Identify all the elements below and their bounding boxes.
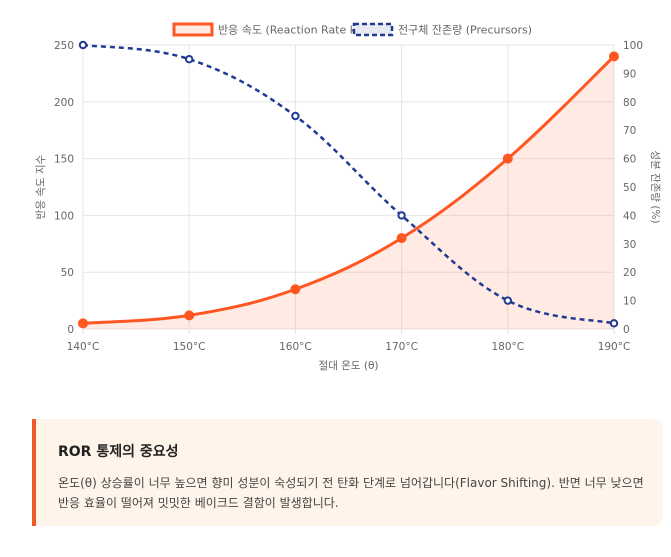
y-right-tick-label: 30 [623,239,636,251]
reaction-rate-area [83,56,614,330]
y-left-tick-label: 50 [61,267,74,279]
y-left-tick-label: 100 [54,210,74,222]
precursor-point [503,296,512,305]
reaction-rate-point [290,284,301,295]
legend-label: 전구체 잔존량 (Precursors) [398,24,532,37]
ror-callout-card: ROR 통제의 중요성 온도(θ) 상승률이 너무 높으면 향미 성분이 숙성되… [32,419,663,526]
precursor-line [82,43,615,325]
y-right-tick-label: 40 [623,210,636,222]
y-left-tick-label: 250 [54,40,74,52]
reaction-rate-point [396,233,407,244]
y-left-tick-label: 150 [54,154,74,166]
x-tick-label: 140°C [67,341,100,353]
callout-body: 온도(θ) 상승률이 너무 높으면 향미 성분이 숙성되기 전 탄화 단계로 넘… [58,476,644,510]
chart-legend: 반응 속도 (Reaction Rate k) 전구체 잔존량 (Precurso… [172,22,532,37]
y-right-tick-label: 0 [623,324,630,336]
y-right-tick-label: 80 [623,97,636,109]
y-left-axis-title: 반응 속도 지수 [35,154,47,219]
y-right-tick-label: 10 [623,296,636,308]
y-right-tick-label: 60 [623,154,636,166]
x-tick-label: 170°C [385,341,418,353]
precursor-point [78,40,88,50]
series-area-fill [83,56,614,330]
x-tick-label: 180°C [491,341,524,353]
y-left-tick-label: 0 [67,324,74,336]
x-tick-label: 160°C [279,341,312,353]
chart-points [78,40,619,329]
reaction-rate-point [78,318,88,329]
legend-swatch-reaction-rate [172,22,214,37]
y-right-tick-label: 20 [623,267,636,279]
chart-series [82,43,616,325]
y-right-tick-label: 70 [623,125,636,137]
reaction-rate-point [184,310,195,321]
precursor-point [185,55,194,64]
legend-label: 반응 속도 (Reaction Rate k) [218,24,360,37]
chart-ticks: 0 50 100 150 200 250 0 10 20 30 40 50 60 70 80 90 100 140… [54,40,643,353]
y-right-tick-label: 90 [623,68,636,80]
precursor-point [291,111,300,121]
y-left-tick-label: 200 [54,97,74,109]
reaction-rate-point [502,153,513,164]
x-tick-label: 150°C [173,341,206,353]
reaction-chart: 반응 속도 (Reaction Rate k) 전구체 잔존량 (Precurso… [35,22,661,372]
precursor-point [609,319,619,328]
legend-swatch-precursors [352,22,394,37]
chart-grid [82,44,615,334]
y-right-axis-title: 성분 잔존량 (%) [649,150,661,223]
callout-title: ROR 통제의 중요성 [58,444,179,460]
x-axis-title: 절대 온도 (θ) [319,359,379,372]
x-tick-label: 190°C [598,341,631,353]
y-right-tick-label: 100 [623,40,643,52]
reaction-rate-line [82,55,616,325]
reaction-rate-point [609,51,619,62]
precursor-point [397,211,406,220]
y-right-tick-label: 50 [623,182,636,194]
